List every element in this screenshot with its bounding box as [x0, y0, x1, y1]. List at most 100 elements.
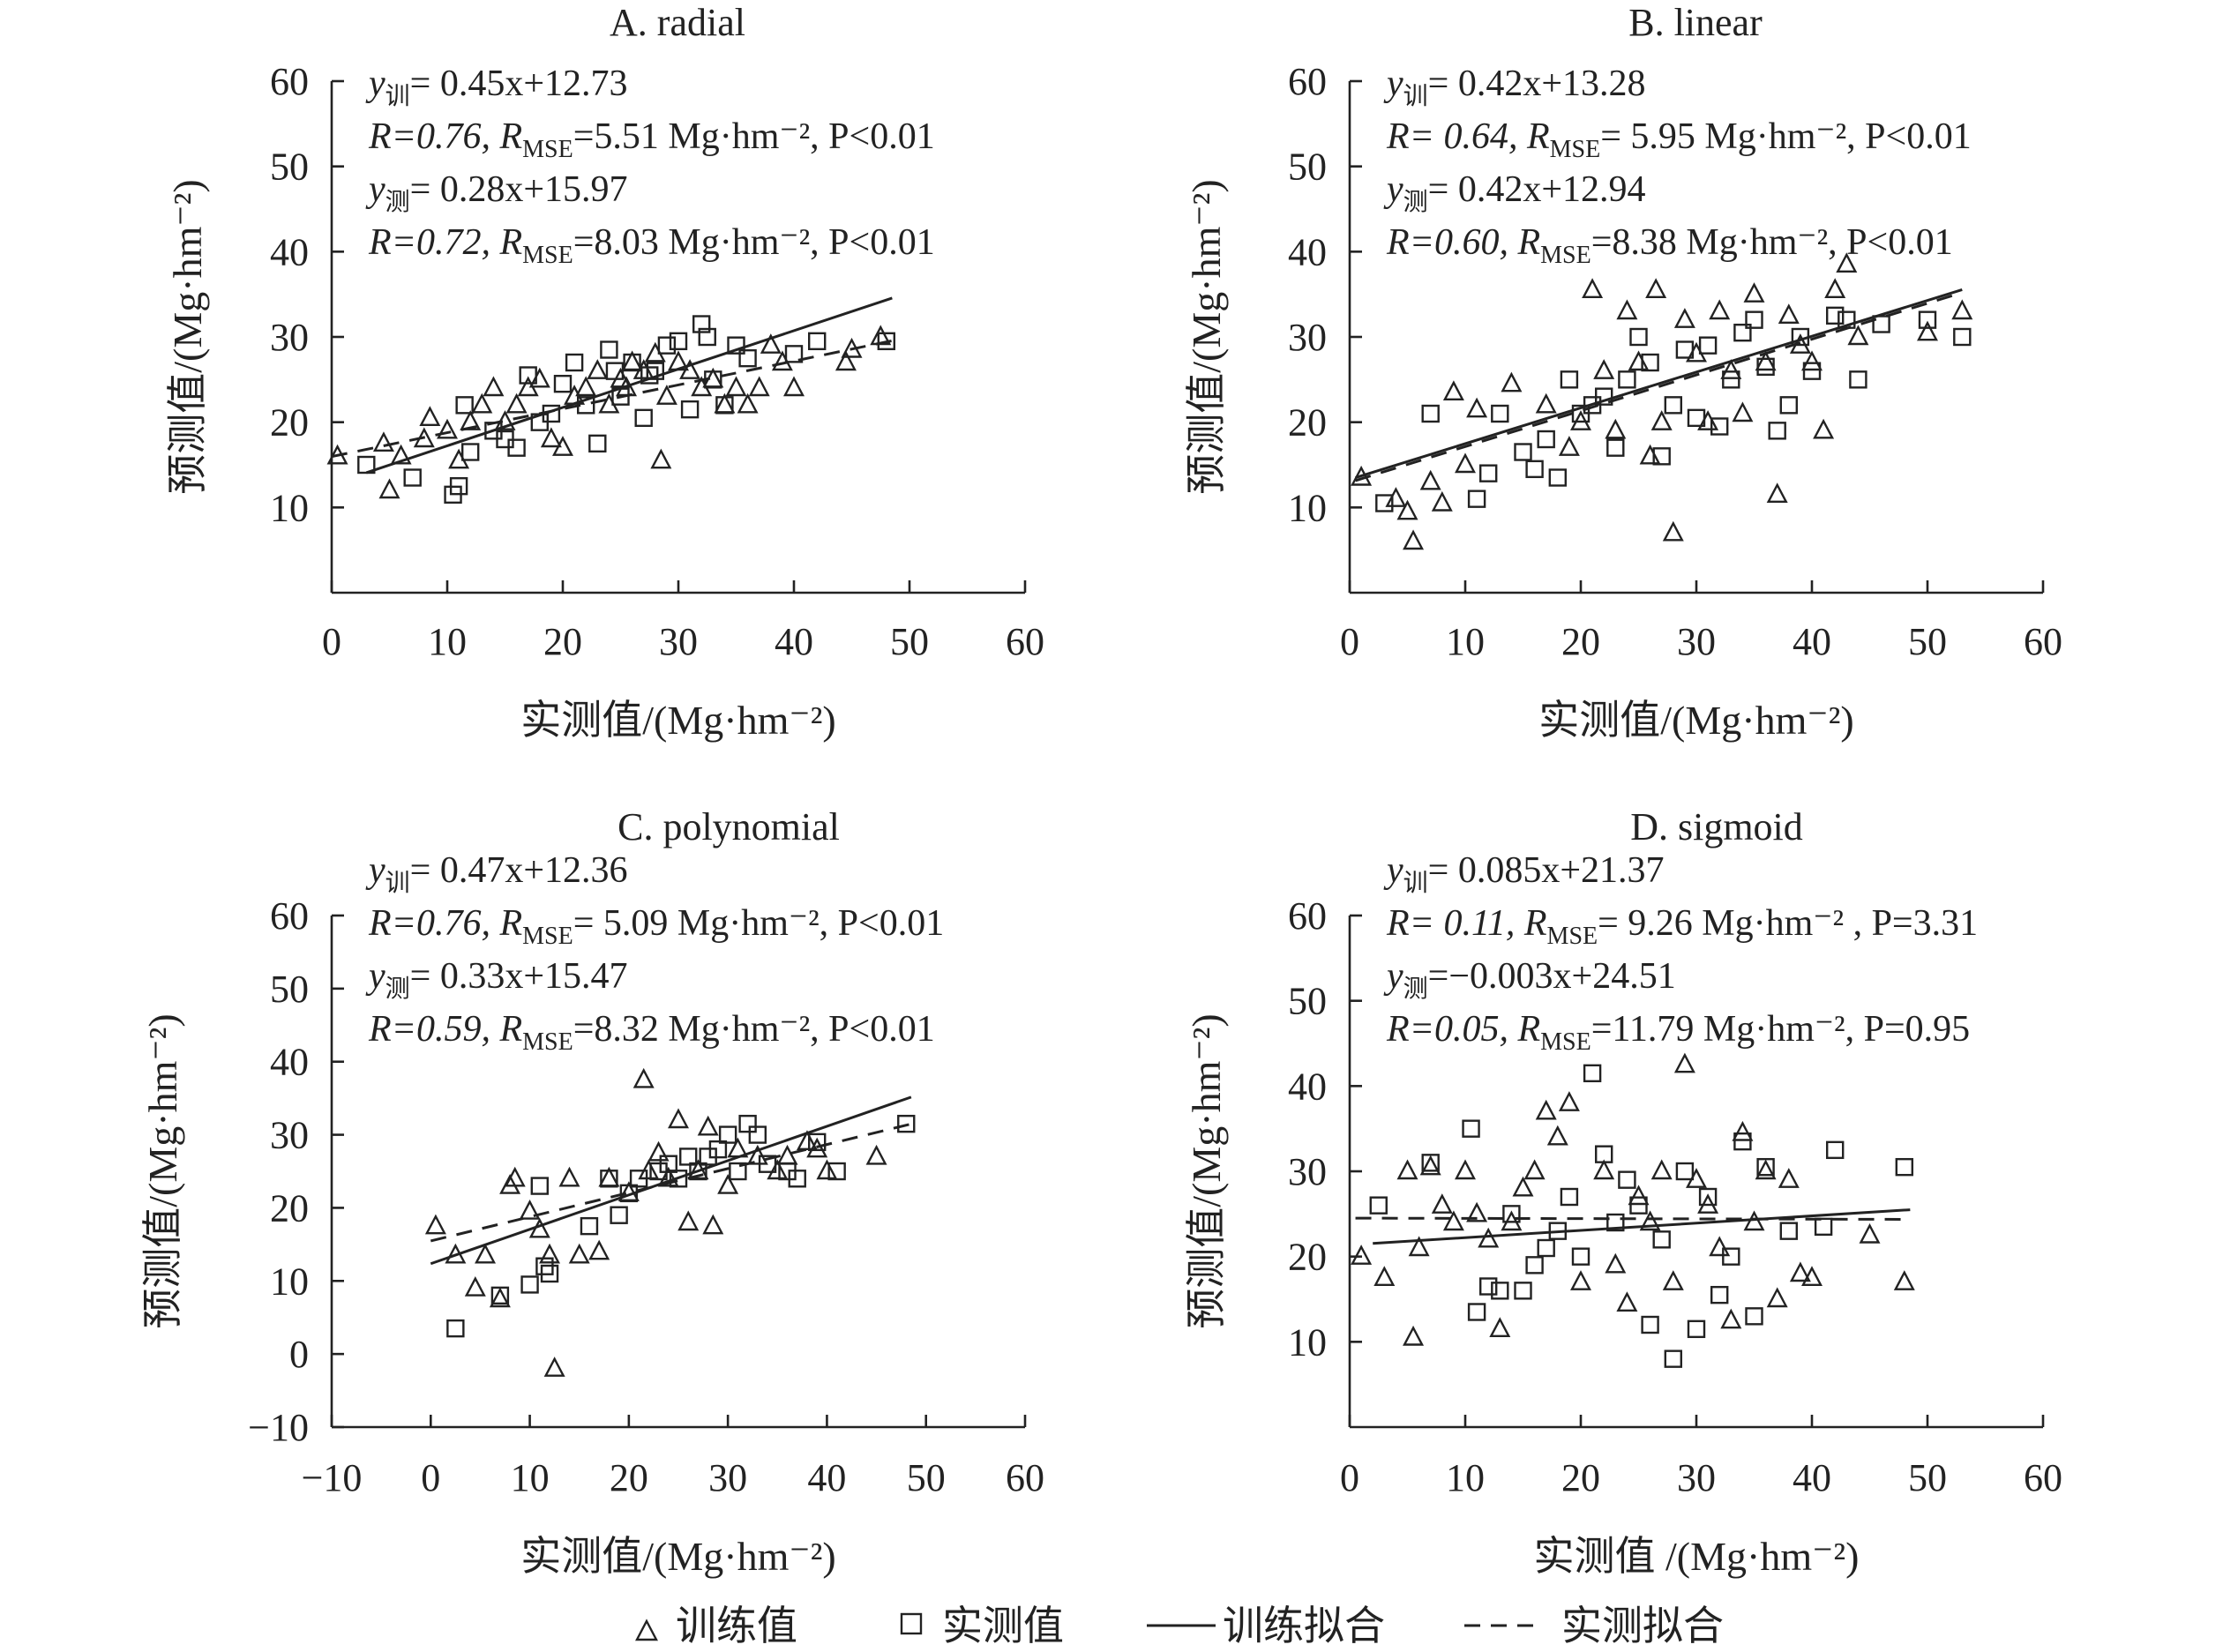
train-data-point: [1535, 1099, 1557, 1120]
test-data-point: [646, 362, 664, 380]
equation-rest: = 0.45x+12.73: [410, 64, 628, 104]
train-data-point: [543, 1357, 565, 1377]
chart-panel-a: A. radial 10 20 30 40 50 60 0 10 20 30 40 50 60 实测值/(M…: [165, 1, 1044, 743]
train-data-point: [783, 376, 805, 397]
regression-equation: y训= 0.45x+12.73: [365, 64, 628, 110]
test-data-point: [461, 443, 480, 461]
train-data-point: [483, 376, 505, 397]
train-data-point: [326, 444, 348, 465]
test-data-point: [1641, 353, 1659, 372]
y-tick-label: 40: [1288, 230, 1327, 273]
test-data-point: [1525, 1256, 1544, 1275]
equation-rest: = 0.42x+13.28: [1428, 64, 1646, 104]
train-data-point: [1709, 1236, 1731, 1257]
equation-main: R=0.05, R: [1386, 1009, 1540, 1050]
x-tick-label: 40: [1793, 620, 1831, 663]
test-data-point: [577, 396, 595, 415]
train-data-point: [717, 1173, 739, 1194]
y-axis-title: 预测值/(Mg·hm⁻²): [1184, 1013, 1229, 1329]
test-data-point: [640, 366, 659, 385]
test-data-point: [827, 1162, 846, 1181]
equation-main: y: [365, 64, 385, 104]
test-data-point: [1918, 310, 1937, 329]
test-data-point: [588, 434, 607, 453]
x-tick-label: 20: [1561, 1456, 1600, 1499]
test-data-point: [758, 1155, 777, 1173]
test-data-point: [1687, 408, 1706, 428]
train-data-point: [1385, 487, 1407, 507]
test-data-point: [808, 1132, 827, 1152]
test-data-point: [1478, 1277, 1498, 1296]
y-tick-label: 60: [1288, 60, 1327, 103]
train-fit-line: [1355, 288, 1963, 480]
y-tick-label: 40: [270, 230, 309, 273]
x-tick-label: 60: [2024, 1456, 2062, 1499]
train-data-point: [657, 1166, 679, 1187]
train-data-point: [413, 427, 435, 448]
chart-panel-b: B. linear 10 20 30 40 50 60 0 10 20 30 40 50 60 实测值/(M…: [1184, 1, 2062, 743]
x-tick-label: 50: [1908, 1456, 1947, 1499]
test-data-point: [1467, 1303, 1486, 1321]
train-data-point: [464, 1275, 486, 1297]
y-tick-label: 20: [1288, 401, 1327, 445]
test-data-point: [1606, 438, 1625, 457]
train-data-point: [1732, 1120, 1754, 1141]
train-data-point: [460, 410, 482, 430]
y-tick-label: 10: [1288, 1320, 1327, 1364]
x-tick-label: 60: [1006, 620, 1044, 663]
x-tick-label: 30: [708, 1456, 747, 1499]
test-data-point: [449, 476, 468, 496]
legend-label-test-points: 实测值: [942, 1603, 1064, 1648]
test-data-point: [1779, 1222, 1799, 1240]
train-data-point: [647, 1140, 670, 1162]
train-data-point: [1546, 1125, 1568, 1146]
y-tick-label: 50: [270, 968, 309, 1011]
y-tick-label: 50: [1288, 146, 1327, 189]
test-data-point: [1664, 1349, 1683, 1368]
x-tick-label: 20: [543, 620, 582, 663]
y-tick-label: 0: [289, 1333, 309, 1376]
train-data-point: [489, 1287, 511, 1308]
test-data-point: [669, 1170, 688, 1188]
test-data-point: [1594, 1145, 1613, 1163]
test-data-point: [729, 1162, 747, 1181]
test-data-point: [1560, 370, 1579, 389]
test-data-point: [605, 362, 625, 380]
test-data-point: [1791, 327, 1810, 347]
test-data-point: [1675, 340, 1695, 359]
train-data-point: [539, 1243, 561, 1264]
test-data-point: [1478, 464, 1498, 482]
test-data-point: [877, 332, 895, 351]
y-tick-label: 30: [270, 1114, 309, 1157]
equation-rest: = 0.42x+12.94: [1428, 169, 1646, 210]
test-data-point: [519, 366, 537, 385]
train-data-point: [528, 1217, 550, 1238]
test-data-point: [1953, 327, 1972, 347]
test-data-point: [1722, 370, 1740, 389]
train-data-point: [552, 436, 573, 456]
test-data-point: [1525, 460, 1544, 479]
test-data-point: [897, 1114, 916, 1133]
test-data-point: [704, 370, 722, 389]
train-data-point: [1709, 299, 1731, 320]
y-axis-title: 预测值/(Mg·hm⁻²): [165, 179, 210, 495]
y-tick-label: 50: [270, 146, 309, 189]
test-fit-line: [1355, 1216, 1905, 1221]
equation-subscript: MSE: [522, 923, 573, 950]
test-fit-line: [331, 339, 893, 459]
test-data-point: [1491, 404, 1509, 423]
train-data-point: [475, 1243, 497, 1264]
y-tick-label: 40: [270, 1041, 309, 1084]
x-tick-label: 0: [1340, 1456, 1359, 1499]
equation-rest: =5.51 Mg·hm⁻², P<0.01: [573, 116, 935, 157]
x-tick-label: 10: [511, 1456, 550, 1499]
y-tick-label: 60: [270, 60, 309, 103]
train-data-point: [575, 376, 597, 397]
y-tick-label: 20: [270, 401, 309, 445]
equation-rest: = 0.085x+21.37: [1428, 850, 1665, 891]
train-data-point: [841, 337, 863, 358]
train-data-point: [776, 1144, 798, 1165]
train-data-point: [1755, 1159, 1777, 1180]
